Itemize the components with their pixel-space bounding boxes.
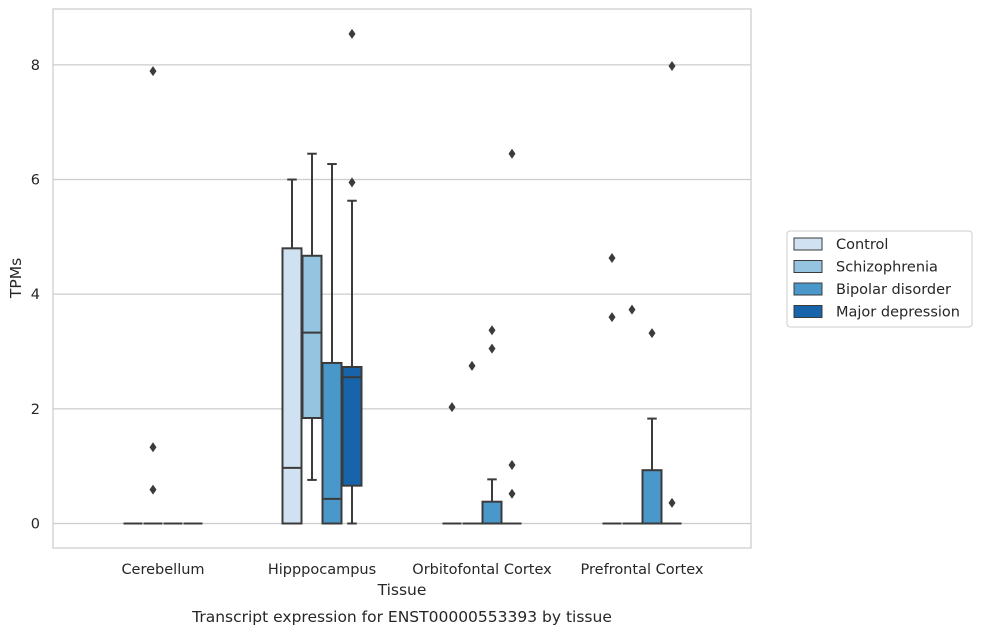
box-group bbox=[321, 163, 343, 525]
outlier-point bbox=[608, 312, 616, 323]
box-group bbox=[301, 152, 323, 481]
box-group bbox=[641, 328, 663, 525]
y-tick-label: 6 bbox=[31, 173, 40, 189]
box-group bbox=[662, 61, 682, 525]
box bbox=[341, 365, 363, 487]
box-group bbox=[602, 253, 622, 525]
chart-title: Transcript expression for ENST0000055339… bbox=[191, 608, 612, 626]
box bbox=[281, 247, 303, 525]
outlier-point bbox=[149, 484, 157, 495]
outlier-point bbox=[348, 177, 356, 188]
y-axis-title: TPMs bbox=[7, 258, 25, 299]
y-tick-label: 8 bbox=[31, 58, 40, 74]
y-tick-label: 2 bbox=[31, 402, 40, 418]
x-tick-label: Orbitofontal Cortex bbox=[412, 562, 552, 578]
legend-swatch bbox=[793, 237, 823, 251]
box-group bbox=[462, 360, 482, 525]
legend-swatch bbox=[793, 305, 823, 318]
x-tick-label: Hipppocampus bbox=[268, 562, 376, 578]
outlier-point bbox=[448, 402, 456, 413]
legend-label: Major depression bbox=[836, 305, 960, 321]
outlier-point bbox=[348, 28, 356, 39]
box-group bbox=[481, 325, 503, 525]
box-group bbox=[622, 304, 642, 525]
outlier-point bbox=[648, 328, 656, 339]
x-axis-ticks: Cerebellum Hipppocampus Orbitofontal Corte… bbox=[121, 562, 703, 578]
box bbox=[481, 500, 503, 525]
outlier-point bbox=[508, 460, 516, 471]
grid-lines bbox=[53, 64, 751, 525]
box-group bbox=[502, 148, 522, 525]
y-axis-ticks: 0 2 4 6 8 bbox=[31, 58, 40, 533]
outlier-point bbox=[488, 325, 496, 336]
x-axis-title: Tissue bbox=[377, 581, 427, 599]
legend-swatch bbox=[793, 282, 823, 296]
outlier-point bbox=[508, 488, 516, 499]
legend-label: Schizophrenia bbox=[836, 260, 938, 276]
outlier-point bbox=[468, 360, 476, 371]
legend: Control Schizophrenia Bipolar disorder Majo… bbox=[786, 230, 973, 328]
box bbox=[301, 254, 323, 420]
outlier-point bbox=[508, 148, 516, 159]
y-tick-label: 0 bbox=[31, 517, 40, 533]
legend-swatch bbox=[793, 260, 823, 273]
box-group bbox=[442, 402, 462, 525]
legend-label: Control bbox=[836, 237, 888, 253]
outlier-point bbox=[149, 442, 157, 453]
outlier-point bbox=[668, 497, 676, 508]
x-tick-label: Prefrontal Cortex bbox=[581, 562, 704, 578]
box-group bbox=[281, 178, 303, 525]
box-group bbox=[341, 28, 363, 525]
outlier-point bbox=[628, 304, 636, 315]
outlier-point bbox=[488, 343, 496, 354]
plot-frame bbox=[52, 8, 752, 549]
y-tick-label: 4 bbox=[31, 287, 40, 303]
outlier-point bbox=[608, 253, 616, 264]
x-tick-label: Cerebellum bbox=[121, 562, 204, 578]
box-group bbox=[143, 66, 163, 525]
outlier-point bbox=[668, 61, 676, 72]
legend-label: Bipolar disorder bbox=[836, 282, 951, 298]
box-plot-series bbox=[123, 28, 682, 525]
box bbox=[641, 469, 663, 525]
legend-frame bbox=[786, 230, 973, 328]
outlier-point bbox=[149, 66, 157, 77]
